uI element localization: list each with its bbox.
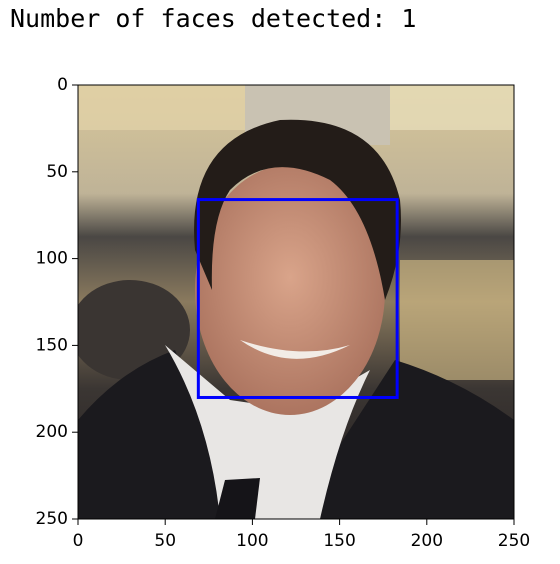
y-tick-label: 200 (36, 422, 68, 442)
stdout-text: Number of faces detected: 1 (10, 4, 417, 33)
y-tick-label: 50 (46, 162, 68, 182)
x-tick-label: 150 (323, 531, 355, 551)
x-tick-label: 50 (154, 531, 176, 551)
face-box (196, 198, 399, 399)
x-tick-label: 200 (411, 531, 443, 551)
y-tick-label: 150 (36, 335, 68, 355)
y-tick-label: 0 (57, 75, 68, 95)
x-tick-label: 250 (498, 531, 530, 551)
photo (78, 85, 514, 519)
x-tick-label: 100 (236, 531, 268, 551)
axes-frame (77, 84, 515, 520)
x-tick-label: 0 (73, 531, 84, 551)
y-tick-label: 100 (36, 249, 68, 269)
y-tick-label: 250 (36, 509, 68, 529)
